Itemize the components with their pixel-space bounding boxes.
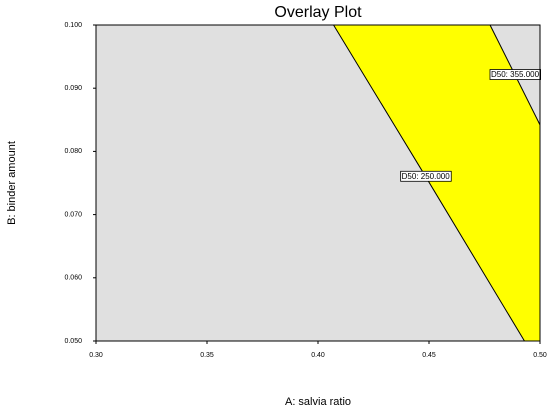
y-tick-label: 0.070 [64,211,82,218]
chart-title: Overlay Plot [274,4,362,21]
y-tick-label: 0.080 [64,148,82,155]
y-tick-label: 0.100 [64,22,82,29]
x-tick-label: 0.30 [89,352,103,359]
x-tick-label: 0.45 [422,352,436,359]
contour-label-text: D50: 355.000 [491,70,540,79]
y-tick-label: 0.060 [64,275,82,282]
contour-label-text: D50: 250.000 [402,172,451,181]
feasible-region [333,25,540,341]
y-axis-label: B: binder amount [6,141,18,225]
x-tick-label: 0.40 [311,352,325,359]
y-tick-label: 0.090 [64,85,82,92]
contour-label-box [400,170,452,182]
y-tick-label: 0.050 [64,338,82,345]
x-tick-label: 0.50 [533,352,547,359]
contour-label: D50: 355.000 [489,69,541,80]
x-tick-label: 0.35 [200,352,214,359]
contour-label-box [489,69,541,80]
contour-label: D50: 250.000 [400,170,452,182]
x-axis-label: A: salvia ratio [285,396,351,408]
